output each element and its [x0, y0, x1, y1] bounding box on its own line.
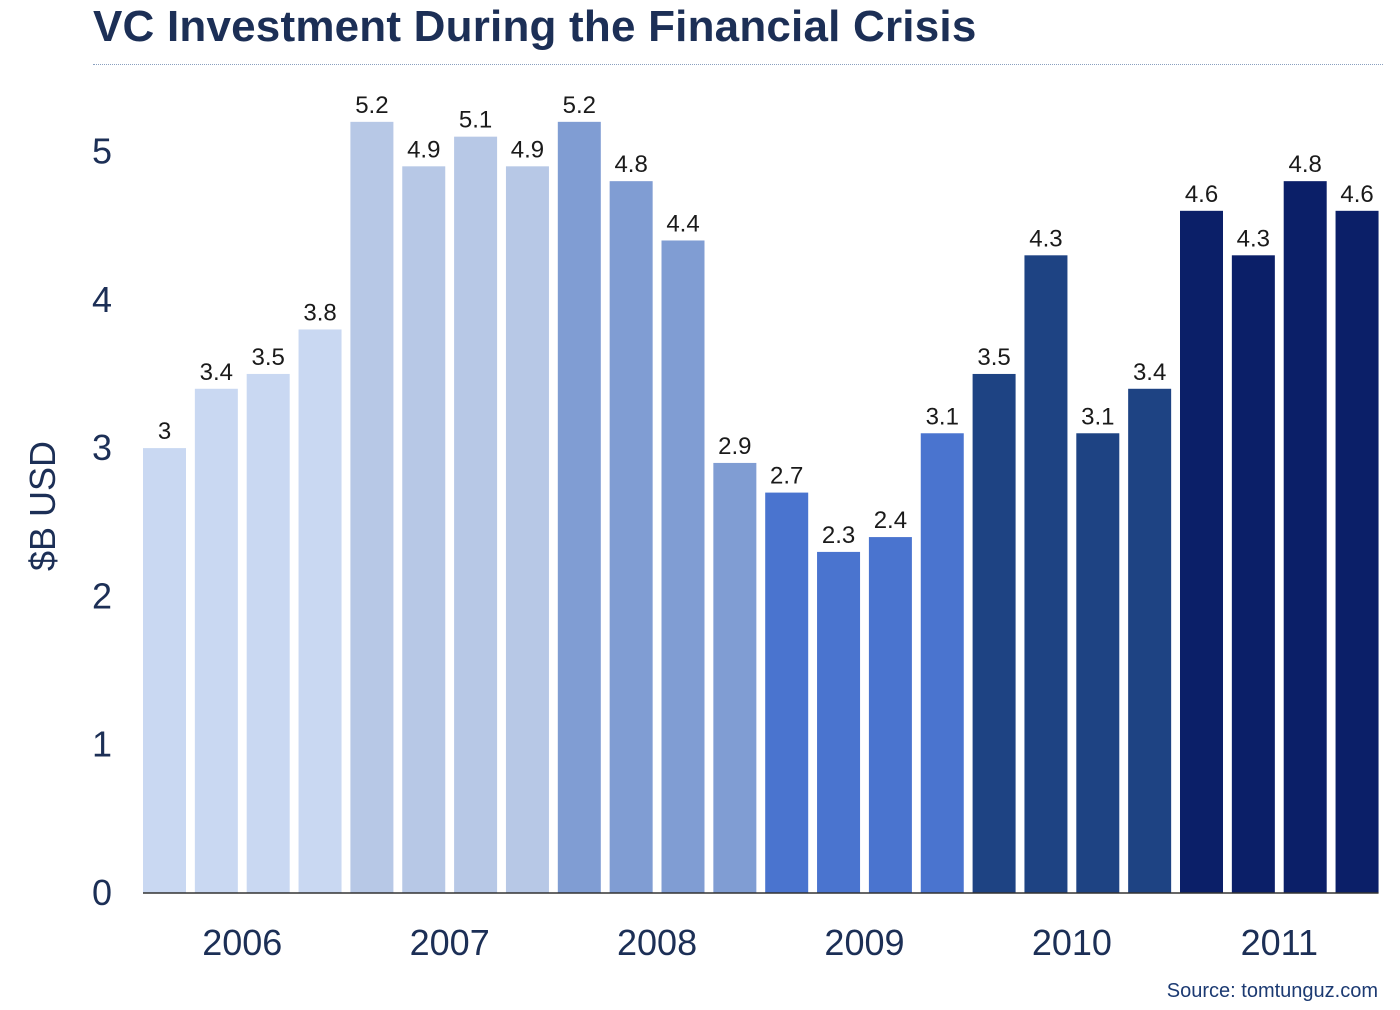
x-tick-label: 2007: [410, 922, 490, 963]
bar: [920, 433, 964, 893]
bar: [246, 373, 290, 893]
y-tick-label: 1: [92, 724, 112, 765]
x-tick-label: 2008: [617, 922, 697, 963]
bar-value-label: 4.6: [1185, 181, 1218, 208]
bar-value-label: 2.7: [770, 463, 803, 490]
bar-value-label: 5.1: [459, 107, 492, 134]
bar: [1231, 255, 1275, 893]
x-tick-label: 2011: [1241, 922, 1318, 963]
bar: [1335, 210, 1379, 893]
bar: [298, 329, 342, 894]
bar: [402, 166, 446, 893]
bar-value-label: 3.4: [1133, 359, 1166, 386]
bar: [1024, 255, 1068, 893]
bar: [868, 537, 912, 893]
bar-value-label: 5.2: [563, 92, 596, 119]
bar-value-label: 3.5: [977, 344, 1010, 371]
bar: [194, 388, 238, 893]
bar-value-label: 2.4: [874, 507, 907, 534]
bar: [817, 551, 861, 893]
bar-value-label: 3.1: [1081, 403, 1114, 430]
bar-value-label: 4.9: [511, 136, 544, 163]
bar: [143, 448, 186, 893]
title-divider: [93, 64, 1383, 65]
bar: [661, 240, 705, 894]
bar: [713, 462, 757, 893]
bar-value-label: 4.3: [1237, 225, 1270, 252]
bar-value-label: 5.2: [355, 92, 388, 119]
bar-value-label: 4.8: [1289, 151, 1322, 178]
y-tick-label: 2: [92, 575, 112, 616]
bar: [1128, 388, 1172, 893]
bar-value-label: 3.1: [926, 403, 959, 430]
x-tick-label: 2009: [824, 922, 904, 963]
y-tick-label: 5: [92, 131, 112, 172]
source-note: Source: tomtunguz.com: [1166, 980, 1378, 1002]
bar: [1283, 181, 1327, 893]
bar: [609, 181, 653, 893]
bar-value-label: 4.8: [614, 151, 647, 178]
bar-value-label: 2.3: [822, 522, 855, 549]
y-tick-label: 4: [92, 279, 112, 320]
bar-value-label: 2.9: [718, 433, 751, 460]
x-tick-label: 2010: [1032, 922, 1112, 963]
x-tick-label: 2006: [202, 922, 282, 963]
bar-value-label: 3.4: [200, 359, 233, 386]
bar: [972, 373, 1016, 893]
bar-value-label: 3.5: [252, 344, 285, 371]
bar: [765, 492, 809, 893]
bar-value-label: 4.9: [407, 136, 440, 163]
bar: [505, 166, 549, 893]
bar-value-label: 3.8: [303, 299, 336, 326]
y-tick-label: 0: [92, 872, 112, 913]
bar-value-label: 4.4: [666, 210, 699, 237]
bar: [557, 121, 601, 894]
bar-value-label: 3: [158, 418, 171, 445]
bar: [350, 121, 394, 894]
bar: [454, 136, 498, 894]
bar-value-label: 4.6: [1340, 181, 1373, 208]
bar-value-label: 4.3: [1029, 225, 1062, 252]
bar: [1076, 433, 1120, 893]
chart-title: VC Investment During the Financial Crisi…: [93, 2, 977, 51]
y-tick-label: 3: [92, 427, 112, 468]
bar: [1180, 210, 1223, 893]
